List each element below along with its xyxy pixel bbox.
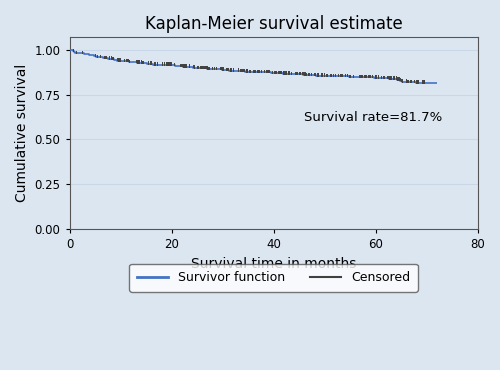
Y-axis label: Cumulative survival: Cumulative survival xyxy=(15,64,29,202)
Text: Survival rate=81.7%: Survival rate=81.7% xyxy=(304,111,442,124)
Title: Kaplan-Meier survival estimate: Kaplan-Meier survival estimate xyxy=(144,15,402,33)
Legend: Survivor function, Censored: Survivor function, Censored xyxy=(129,264,418,292)
X-axis label: Survival time in months: Survival time in months xyxy=(191,257,356,271)
